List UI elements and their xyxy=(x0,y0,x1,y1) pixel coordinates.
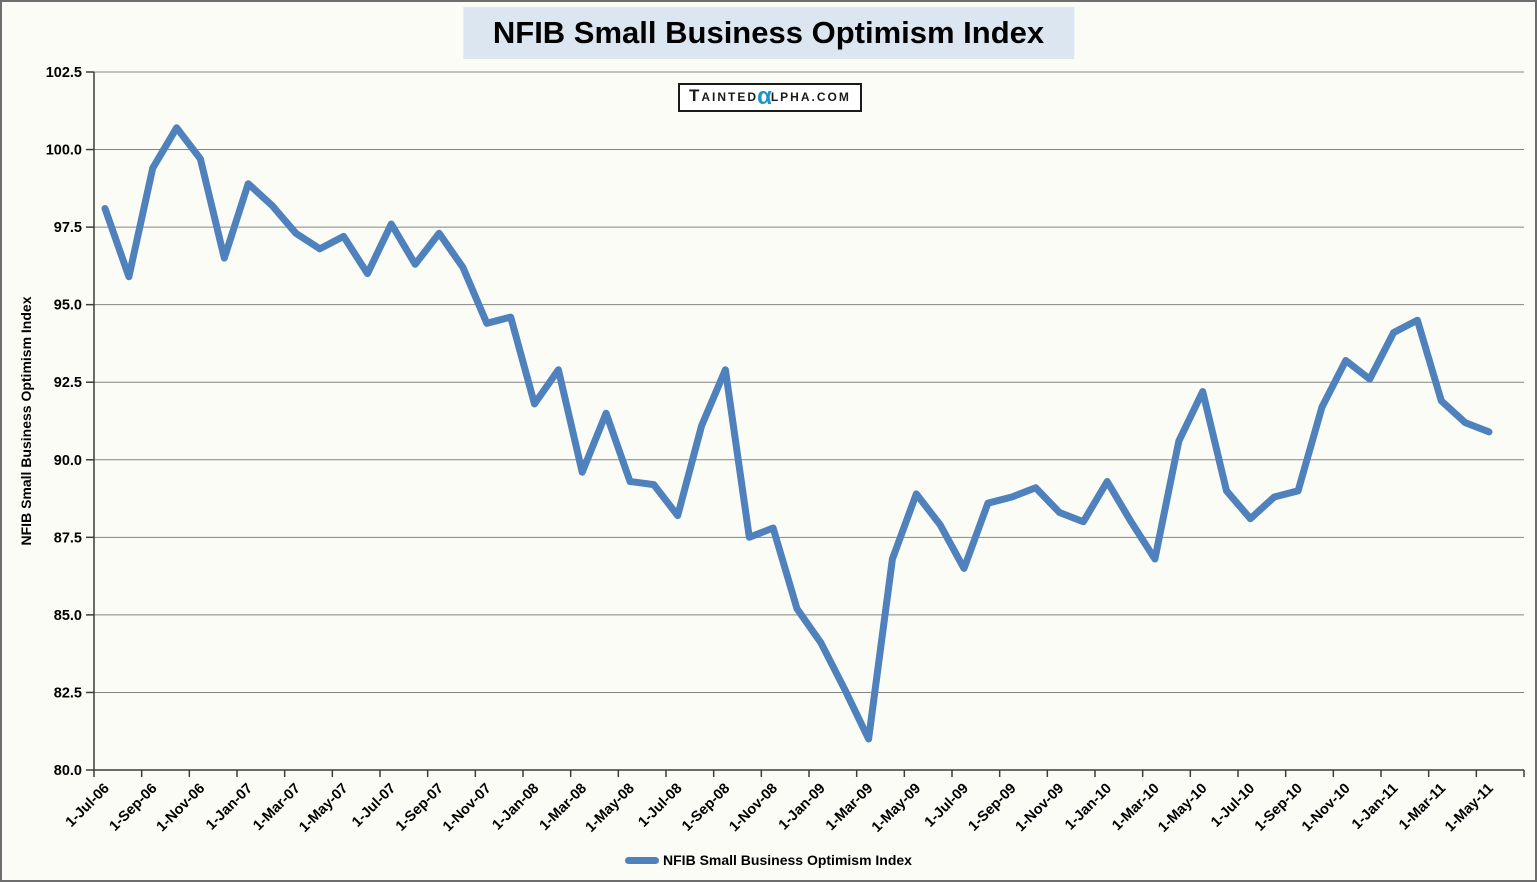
x-tick-label: 1-Nov-07 xyxy=(440,781,495,836)
x-tick-label: 1-May-09 xyxy=(869,781,924,836)
x-tick-label: 1-Nov-10 xyxy=(1299,781,1354,836)
x-tick-label: 1-Jan-08 xyxy=(489,781,542,834)
x-tick-label: 1-Mar-10 xyxy=(1109,781,1162,834)
x-tick-label: 1-Nov-06 xyxy=(154,781,209,836)
y-tick-label: 95.0 xyxy=(54,298,82,314)
legend: NFIB Small Business Optimism Index xyxy=(2,847,1535,873)
optimism-line xyxy=(101,124,1493,743)
x-tick-label: 1-Mar-08 xyxy=(537,781,590,834)
watermark: TAINTEDαLPHA.COM xyxy=(678,83,862,112)
watermark-text-ainted: AINTED xyxy=(701,90,759,104)
x-tick-label: 1-Sep-07 xyxy=(393,781,447,835)
x-tick-label: 1-Mar-07 xyxy=(250,781,303,834)
x-tick-label: 1-May-08 xyxy=(583,781,638,836)
x-tick-label: 1-May-11 xyxy=(1442,781,1497,836)
x-tick-label: 1-Sep-08 xyxy=(679,781,733,835)
x-tick-label: 1-Jan-09 xyxy=(776,781,829,834)
alpha-icon: α xyxy=(757,83,772,110)
y-tick-label: 92.5 xyxy=(54,375,82,391)
x-tick-label: 1-Jan-10 xyxy=(1062,781,1115,834)
x-tick-label: 1-Sep-10 xyxy=(1252,781,1306,835)
x-tick-label: 1-Jan-07 xyxy=(203,781,256,834)
x-tick-label: 1-Mar-11 xyxy=(1396,781,1449,834)
x-tick-label: 1-May-10 xyxy=(1155,781,1210,836)
y-tick-label: 100.0 xyxy=(46,143,82,159)
y-tick-label: 82.5 xyxy=(54,685,82,701)
y-tick-label: 90.0 xyxy=(54,453,82,469)
y-tick-label: 85.0 xyxy=(54,608,82,624)
y-tick-label: 80.0 xyxy=(54,763,82,779)
x-tick-label: 1-Jan-11 xyxy=(1349,781,1401,833)
x-tick-label: 1-Sep-09 xyxy=(966,781,1020,835)
x-tick-label: 1-Sep-06 xyxy=(106,781,160,835)
x-tick-label: 1-Nov-09 xyxy=(1013,781,1068,836)
chart-title: NFIB Small Business Optimism Index xyxy=(462,7,1075,59)
y-tick-label: 87.5 xyxy=(54,530,82,546)
legend-label: NFIB Small Business Optimism Index xyxy=(663,852,912,868)
x-tick-label: 1-Nov-08 xyxy=(726,781,781,836)
y-tick-label: 102.5 xyxy=(46,65,82,81)
watermark-text-lpha: LPHA.COM xyxy=(770,90,851,104)
x-tick-label: 1-Mar-09 xyxy=(823,781,876,834)
watermark-text-t: T xyxy=(689,86,702,105)
y-tick-label: 97.5 xyxy=(54,220,82,236)
legend-line-sample-icon xyxy=(625,856,660,864)
x-tick-label: 1-May-07 xyxy=(296,781,351,836)
